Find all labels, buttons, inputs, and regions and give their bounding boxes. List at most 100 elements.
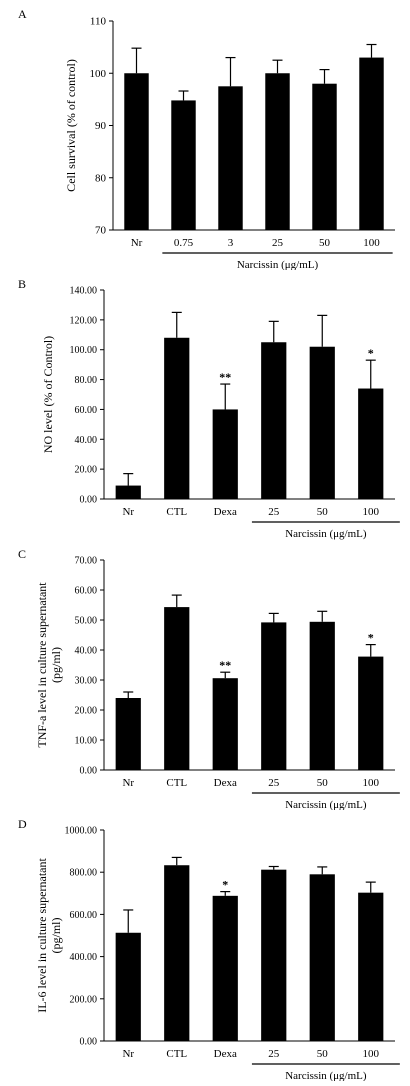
y-tick-label: 20.00 (75, 706, 98, 717)
group-label: Narcissin (μg/mL) (285, 799, 367, 810)
bar (115, 485, 141, 499)
x-tick-label: 25 (268, 1048, 280, 1060)
x-tick-label: CTL (166, 1048, 187, 1060)
y-tick-label: 0.00 (80, 1037, 98, 1048)
y-tick-label: 60.00 (75, 405, 98, 416)
x-tick-label: Nr (131, 237, 143, 249)
tnf-level-chart: C 0.00 10.00 20.00 30.00 40.00 50.00 60.00 70.00… (18, 547, 400, 811)
bar (212, 409, 238, 499)
x-tick-label: 50 (319, 237, 331, 249)
x-tick-label: 50 (317, 777, 329, 789)
x-tick-label: 100 (363, 777, 380, 789)
bar (358, 656, 384, 770)
bar (164, 865, 190, 1041)
bar (312, 83, 337, 230)
x-tick-label: Dexa (214, 777, 237, 789)
y-tick-label: 200.00 (70, 994, 98, 1005)
y-tick-label: 90 (95, 120, 107, 132)
panel-b: B 0.00 20.00 40.00 60.00 80.00 100.00 120.00 140… (0, 270, 410, 540)
x-tick-label: 25 (268, 506, 280, 518)
y-tick-label: 120.00 (70, 315, 98, 326)
bar (261, 622, 287, 770)
bar (164, 337, 190, 499)
y-tick-label: 140.00 (70, 286, 98, 297)
x-tick-label: CTL (166, 777, 187, 789)
y-tick-label: 0.00 (80, 495, 98, 506)
y-tick-label: 50.00 (75, 616, 98, 627)
y-tick-label: 1000.00 (65, 826, 98, 837)
x-tick-label: 3 (228, 237, 234, 249)
x-tick-label: Nr (122, 777, 134, 789)
bar (359, 57, 384, 231)
il6-level-chart: D 0.00 200.00 400.00 600.00 800.00 1000.00 IL-6… (18, 817, 400, 1082)
y-axis-label-line: TNF-a level in culture supernatant (35, 582, 49, 748)
cell-survival-chart: A 70 80 90 100 110 Cell survival (% of control… (18, 7, 395, 271)
y-axis-label: Cell survival (% of control) (64, 59, 78, 192)
panel-a: A 70 80 90 100 110 Cell survival (% of control… (0, 0, 410, 271)
y-axis-label: TNF-a level in culture supernatant(pg/ml… (35, 582, 63, 748)
bar (309, 621, 335, 770)
bar (164, 607, 190, 770)
panel-label: C (18, 547, 26, 561)
x-tick-label: 100 (363, 237, 380, 249)
y-tick-label: 0.00 (80, 766, 98, 777)
y-axis-label-line: IL-6 level in culture supernatant (35, 858, 49, 1013)
y-tick-label: 60.00 (75, 586, 98, 597)
y-tick-label: 100 (90, 68, 107, 80)
x-tick-label: CTL (166, 506, 187, 518)
group-label: Narcissin (μg/mL) (237, 259, 319, 270)
x-tick-label: 100 (363, 506, 380, 518)
y-axis-label-line: (pg/ml) (49, 918, 63, 954)
y-tick-label: 70.00 (75, 556, 98, 567)
y-tick-label: 80.00 (75, 375, 98, 386)
x-tick-label: 25 (272, 237, 284, 249)
group-label: Narcissin (μg/mL) (285, 528, 367, 540)
y-axis-label: NO level (% of Control) (41, 336, 55, 453)
y-tick-label: 30.00 (75, 676, 98, 687)
significance-marker: * (368, 346, 374, 360)
bar (115, 698, 141, 770)
bar (261, 869, 287, 1041)
y-tick-label: 600.00 (70, 910, 98, 921)
bar (212, 678, 238, 770)
x-tick-label: 100 (363, 1048, 380, 1060)
x-tick-label: 50 (317, 1048, 329, 1060)
significance-marker: * (368, 631, 374, 645)
bar (265, 73, 290, 230)
significance-marker: * (222, 878, 228, 892)
significance-marker: ** (219, 370, 231, 384)
y-axis-label-line: (pg/ml) (49, 647, 63, 683)
bar (212, 895, 238, 1041)
y-tick-label: 20.00 (75, 465, 98, 476)
bar (358, 388, 384, 499)
panel-label: A (18, 7, 27, 21)
bar (309, 874, 335, 1041)
panel-d: D 0.00 200.00 400.00 600.00 800.00 1000.00 IL-6… (0, 810, 410, 1082)
bar (115, 932, 141, 1041)
bar (261, 342, 287, 499)
x-tick-label: Dexa (214, 1048, 237, 1060)
panel-label: D (18, 817, 27, 831)
x-tick-label: 0.75 (174, 237, 194, 249)
y-tick-label: 110 (90, 16, 107, 28)
bar (124, 73, 149, 230)
x-tick-label: Dexa (214, 506, 237, 518)
bar (171, 100, 196, 230)
bar (358, 892, 384, 1041)
panel-c: C 0.00 10.00 20.00 30.00 40.00 50.00 60.00 70.00… (0, 540, 410, 811)
y-tick-label: 800.00 (70, 868, 98, 879)
no-level-chart: B 0.00 20.00 40.00 60.00 80.00 100.00 120.00 140… (18, 277, 400, 540)
x-tick-label: Nr (122, 1048, 134, 1060)
x-tick-label: 25 (268, 777, 280, 789)
x-tick-label: 50 (317, 506, 329, 518)
x-tick-label: Nr (122, 506, 134, 518)
y-tick-label: 10.00 (75, 736, 98, 747)
bar (218, 86, 243, 230)
significance-marker: ** (219, 658, 231, 672)
y-tick-label: 40.00 (75, 646, 98, 657)
y-tick-label: 100.00 (70, 345, 98, 356)
y-tick-label: 40.00 (75, 435, 98, 446)
group-label: Narcissin (μg/mL) (285, 1070, 367, 1081)
y-tick-label: 70 (95, 225, 107, 237)
y-tick-label: 400.00 (70, 952, 98, 963)
